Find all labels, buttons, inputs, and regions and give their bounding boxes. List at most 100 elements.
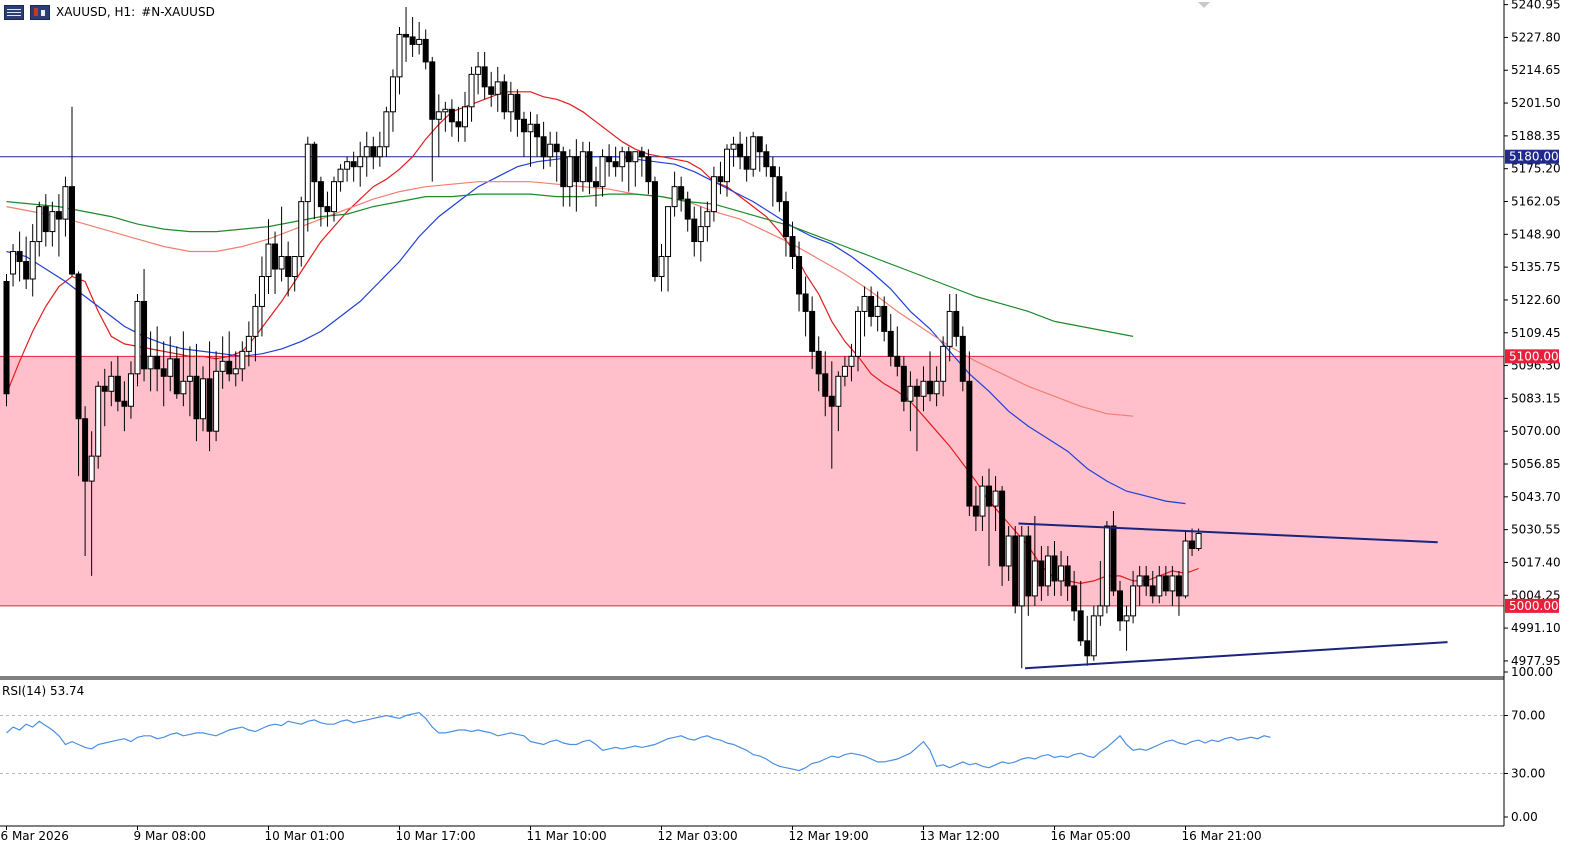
candle (972, 486, 979, 532)
candle-body-bull (1123, 615, 1130, 622)
candle (822, 351, 829, 417)
candle (62, 176, 69, 237)
candle (252, 293, 259, 362)
candle (841, 356, 848, 387)
candle-body-bull (265, 243, 272, 277)
candle-body-bull (331, 181, 337, 213)
time-tick-label: 11 Mar 10:00 (527, 829, 607, 843)
candle-body-bear (488, 86, 495, 95)
candle (1084, 615, 1091, 666)
candle (815, 336, 822, 392)
candle (291, 256, 298, 292)
candle (704, 201, 711, 242)
price-tick-label: 5214.65 (1511, 63, 1561, 77)
symbol-label: XAUUSD, H1: (56, 5, 136, 19)
candle (1071, 570, 1078, 621)
candle-body-bear (612, 161, 619, 168)
candle (239, 341, 246, 382)
candle (29, 224, 36, 297)
price-tick-label: 5070.00 (1511, 424, 1561, 438)
candle-body-bull (507, 93, 514, 113)
candle-body-bear (809, 310, 816, 352)
candle-body-bear (638, 151, 645, 158)
candle (3, 273, 10, 407)
candle-body-bear (586, 151, 593, 183)
candle-body-bear (986, 485, 992, 507)
candle-body-bear (972, 505, 979, 517)
price-tick-label: 5030.55 (1511, 523, 1561, 537)
candle (416, 21, 423, 55)
candle (737, 131, 744, 170)
candle (160, 341, 167, 407)
candle (828, 361, 835, 469)
candle-body-bear (1084, 640, 1091, 657)
candle (49, 201, 56, 247)
candle-body-bull (475, 66, 482, 75)
candle (193, 343, 200, 442)
price-tick-label: 5017.40 (1511, 555, 1561, 569)
candle-body-bear (1025, 535, 1032, 597)
candle (468, 66, 475, 122)
candle (95, 381, 102, 469)
candle (389, 69, 396, 132)
candle-body-bull (298, 201, 305, 258)
level-badge-label: 5100.00 (1509, 349, 1559, 363)
candle-body-bear (756, 136, 763, 153)
candle-body-bear (1117, 590, 1123, 622)
candle-body-bear (141, 300, 148, 370)
candle-body-bull (940, 345, 947, 382)
candle-body-bull (29, 241, 36, 280)
candle (1097, 560, 1104, 626)
price-tick-label: 5083.15 (1511, 391, 1561, 405)
candle (907, 371, 914, 432)
candle (1117, 580, 1123, 631)
candle-body-bear (651, 181, 658, 277)
level-badge (1505, 349, 1559, 364)
candle (1156, 565, 1163, 604)
menu-icon[interactable] (4, 4, 24, 20)
candle-body-bull (416, 38, 423, 45)
candle (527, 111, 534, 167)
candles-group (3, 6, 1202, 669)
candle-body-bear (324, 206, 331, 213)
candle (69, 106, 75, 277)
candle (108, 361, 115, 407)
candle (717, 161, 724, 195)
candle (219, 336, 226, 389)
chart-icon[interactable] (30, 4, 50, 20)
candle (298, 196, 305, 267)
candle (782, 191, 789, 257)
candle-body-bear (23, 261, 30, 280)
candle-body-bull (376, 146, 383, 158)
candle (789, 221, 796, 270)
candle (1064, 555, 1071, 601)
candle (1018, 526, 1025, 669)
candle-body-bull (992, 490, 999, 507)
candle-body-bear (684, 198, 691, 220)
candle (1110, 511, 1117, 596)
candle (835, 371, 842, 432)
candle-body-bear (553, 143, 560, 153)
candle (540, 121, 547, 170)
candle-body-bear (900, 365, 907, 402)
candle-body-bear (16, 251, 23, 263)
level-badge-label: 5000.00 (1509, 599, 1559, 613)
candle (946, 293, 953, 362)
candle (992, 476, 999, 532)
price-tick-label: 5148.90 (1511, 227, 1561, 241)
candle-body-bear (776, 176, 783, 203)
candle-body-bull (442, 108, 449, 113)
candle-body-bull (750, 136, 757, 170)
candle (802, 276, 809, 337)
candle (697, 206, 704, 262)
candle (344, 156, 351, 182)
candle-body-bull (304, 143, 311, 203)
candle-body-bull (1031, 560, 1038, 597)
candle-body-bear (422, 38, 429, 63)
candle (691, 206, 698, 257)
candle-body-bull (10, 251, 17, 275)
candle (848, 343, 855, 382)
candle-body-bull (632, 151, 639, 163)
candle (147, 331, 154, 392)
